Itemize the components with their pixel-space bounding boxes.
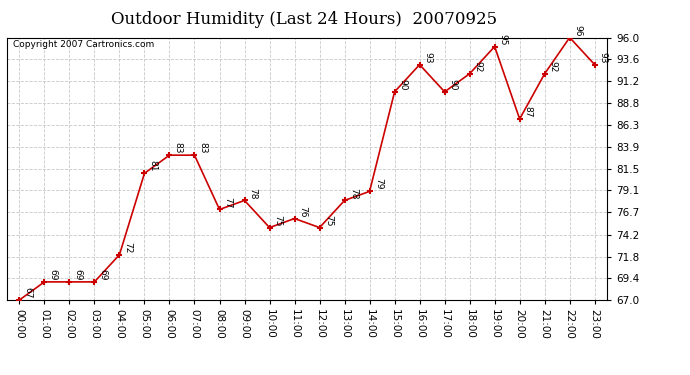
Text: 95: 95 xyxy=(499,34,508,45)
Text: 93: 93 xyxy=(424,52,433,63)
Text: 72: 72 xyxy=(124,242,132,254)
Text: 76: 76 xyxy=(299,206,308,217)
Text: 79: 79 xyxy=(374,178,383,190)
Text: 83: 83 xyxy=(199,142,208,154)
Text: 90: 90 xyxy=(399,79,408,90)
Text: 81: 81 xyxy=(148,160,157,172)
Text: 96: 96 xyxy=(574,25,583,36)
Text: 92: 92 xyxy=(549,61,558,72)
Text: 69: 69 xyxy=(74,269,83,280)
Text: Outdoor Humidity (Last 24 Hours)  20070925: Outdoor Humidity (Last 24 Hours) 2007092… xyxy=(110,11,497,28)
Text: 69: 69 xyxy=(99,269,108,280)
Text: 78: 78 xyxy=(248,188,257,199)
Text: 69: 69 xyxy=(48,269,57,280)
Text: 90: 90 xyxy=(448,79,457,90)
Text: 92: 92 xyxy=(474,61,483,72)
Text: 87: 87 xyxy=(524,106,533,118)
Text: 75: 75 xyxy=(274,215,283,226)
Text: 93: 93 xyxy=(599,52,608,63)
Text: 77: 77 xyxy=(224,196,233,208)
Text: 83: 83 xyxy=(174,142,183,154)
Text: 67: 67 xyxy=(23,287,32,298)
Text: Copyright 2007 Cartronics.com: Copyright 2007 Cartronics.com xyxy=(13,40,154,49)
Text: 75: 75 xyxy=(324,215,333,226)
Text: 78: 78 xyxy=(348,188,357,199)
